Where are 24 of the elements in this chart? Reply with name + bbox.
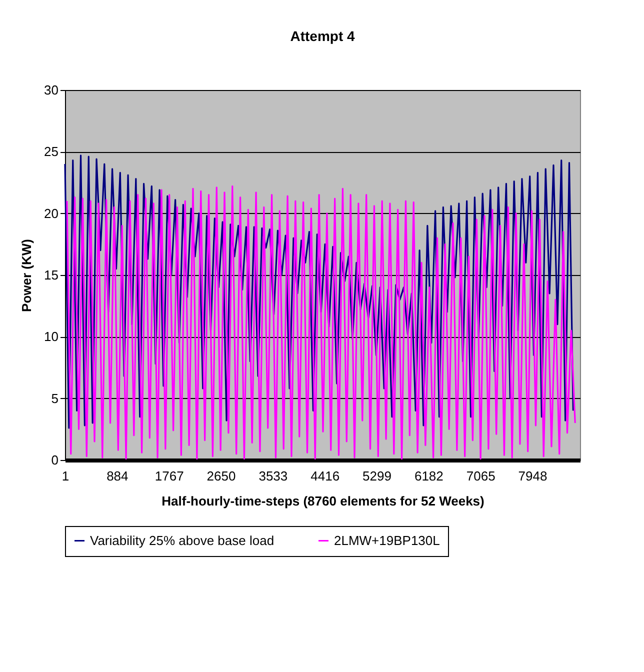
line-series: [64, 154, 574, 429]
x-tick-label: 6182: [414, 468, 444, 484]
x-tick-label: 3533: [258, 468, 288, 484]
y-tick-label: 5: [51, 390, 58, 406]
chart-title: Attempt 4: [290, 28, 355, 44]
y-tick-label: 15: [44, 268, 58, 282]
legend-label: 2LMW+19BP130L: [334, 532, 440, 548]
x-tick-label: 884: [106, 468, 128, 484]
x-tick-label: 7948: [518, 468, 548, 484]
x-tick-label: 5299: [362, 468, 392, 484]
y-axis-title: Power (KW): [19, 239, 34, 312]
x-tick-label: 2650: [206, 468, 236, 484]
y-tick-label: 0: [51, 452, 58, 468]
legend-label: Variability 25% above base load: [90, 532, 274, 548]
x-tick-label: 1767: [154, 468, 184, 484]
x-tick-label: 4416: [310, 468, 340, 484]
y-tick-label: 30: [44, 82, 58, 98]
x-tick-label: 1: [62, 468, 70, 484]
y-tick-label: 10: [44, 329, 58, 344]
line-series: [66, 185, 576, 460]
y-tick-label: 20: [44, 206, 58, 221]
x-axis-title: Half-hourly-time-steps (8760 elements for 52 Weeks): [162, 494, 484, 508]
y-tick-label: 25: [44, 144, 58, 160]
x-tick-label: 7065: [466, 468, 496, 484]
